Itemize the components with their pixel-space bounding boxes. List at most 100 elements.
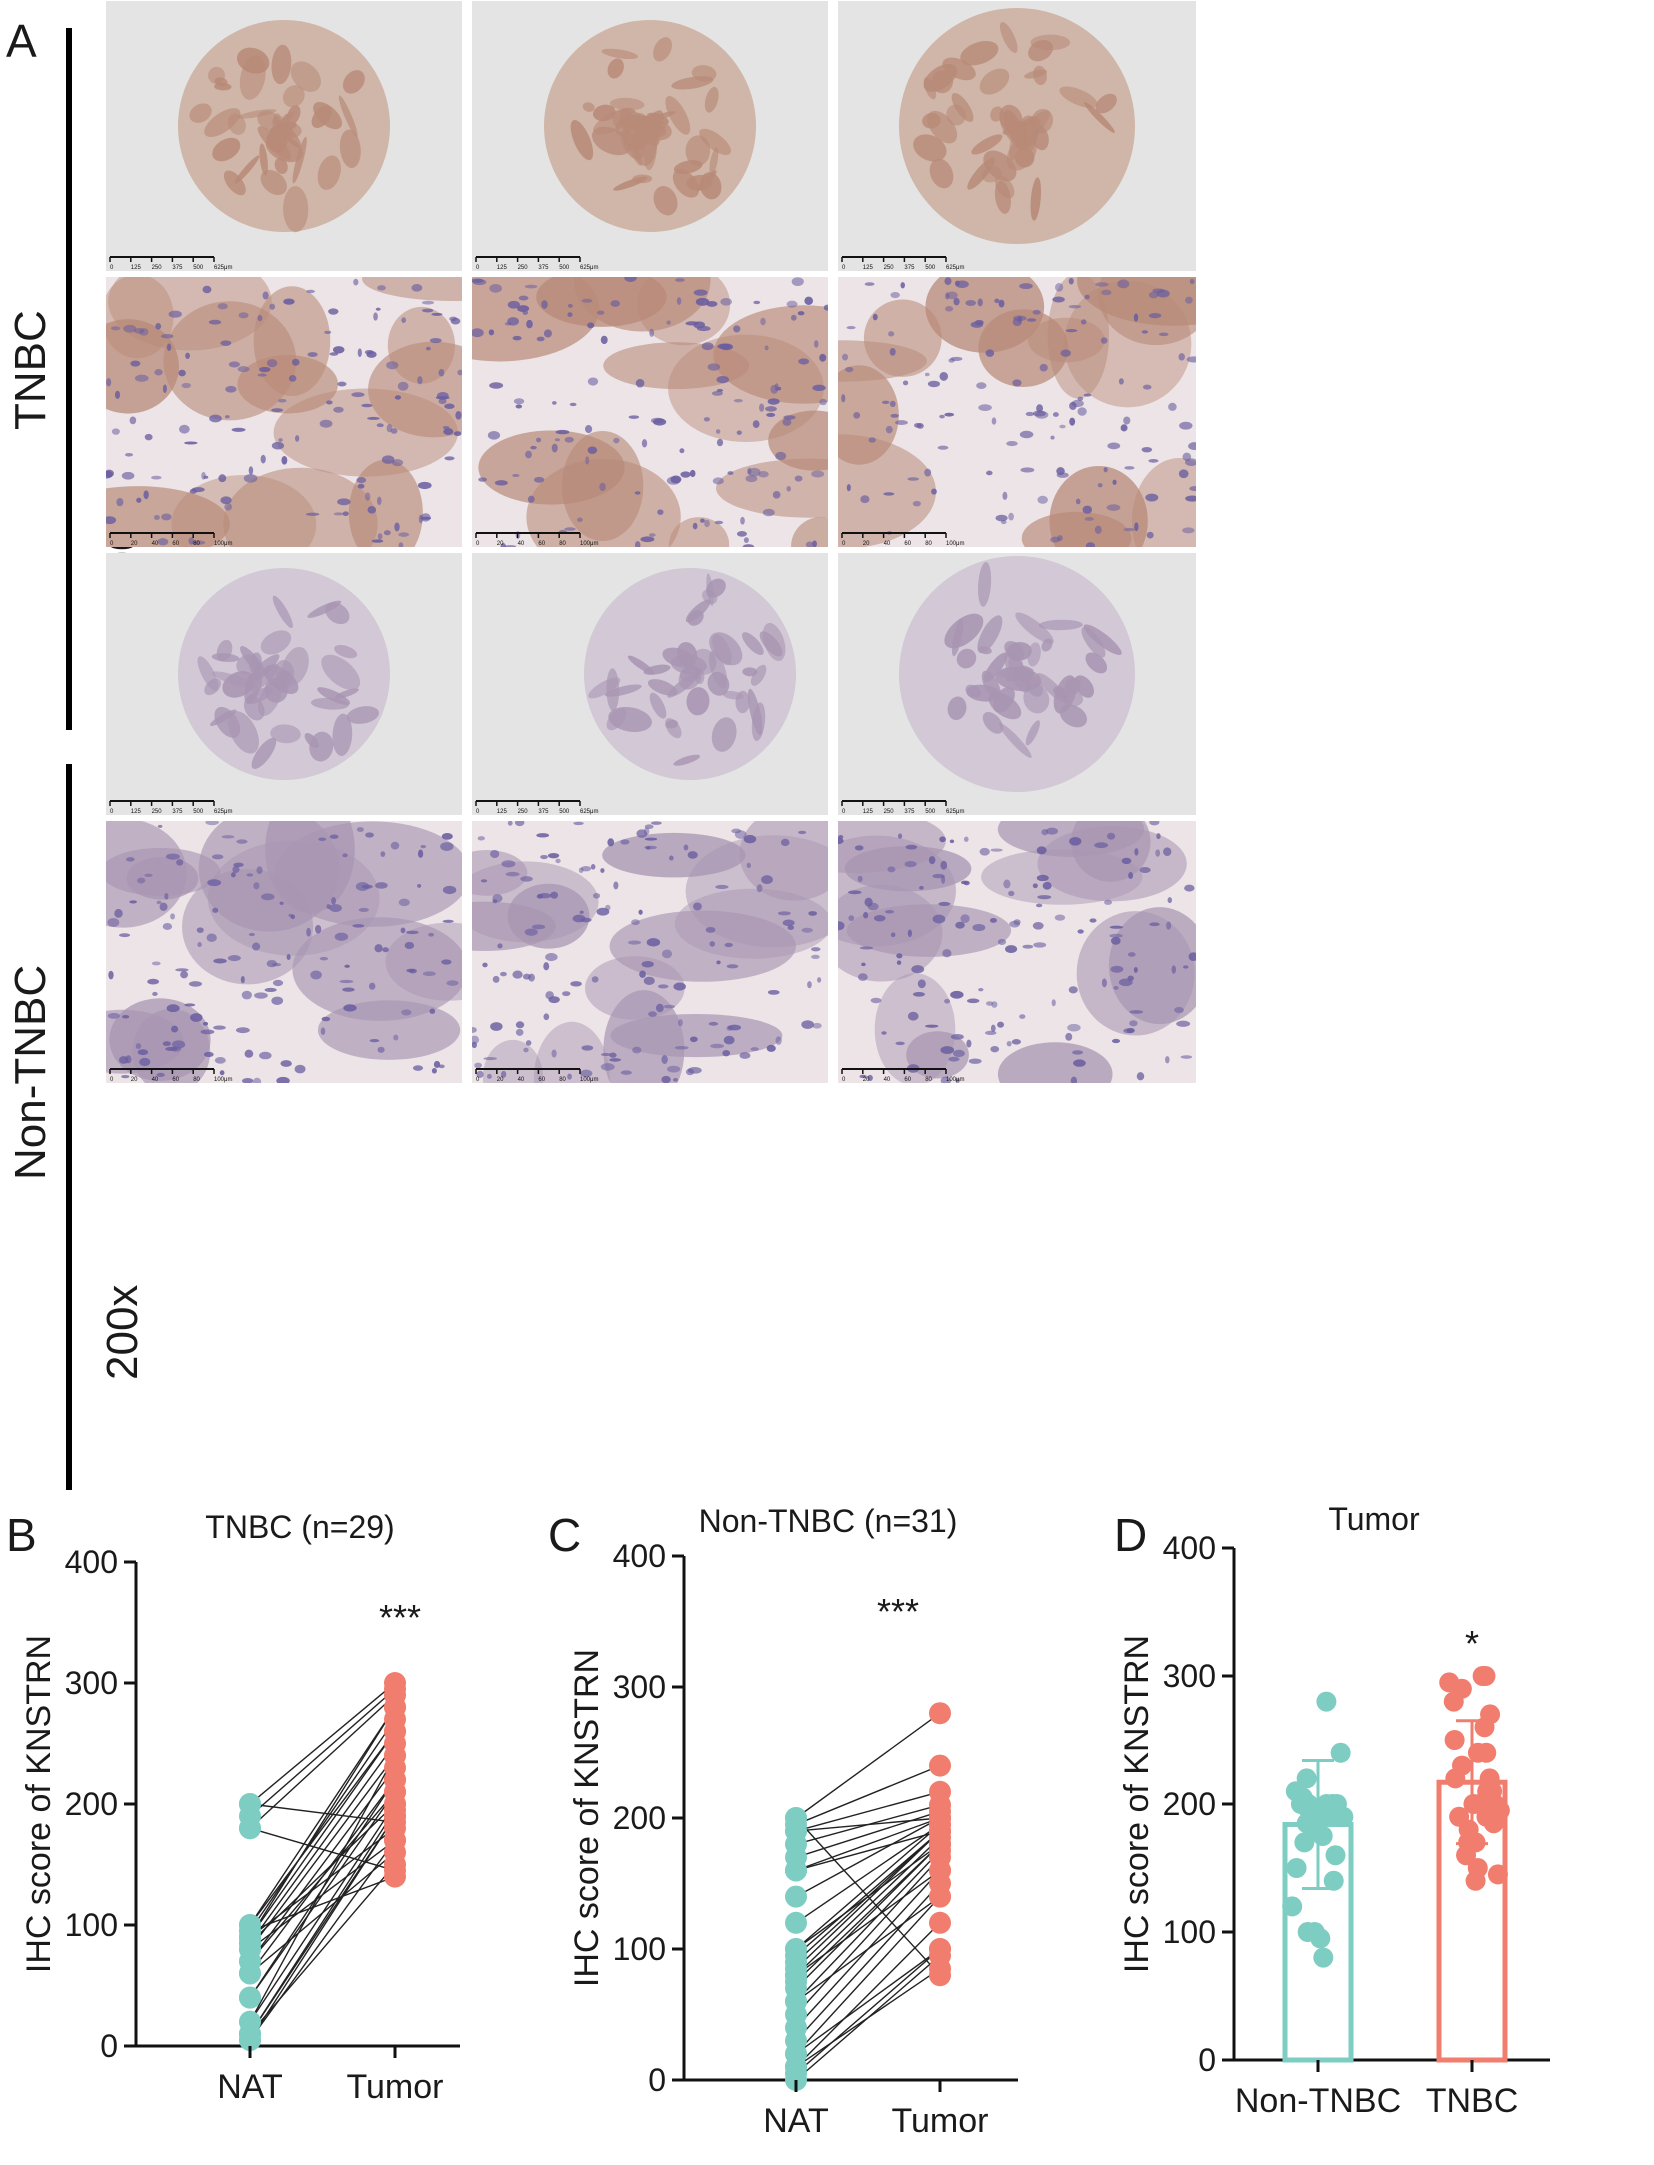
y-tick-label: 100 [65, 1907, 118, 1943]
pair-line [249, 1718, 396, 1932]
micrograph-non-tnbc-200x-3: 0 20 40 60 80 100μm [838, 821, 1196, 1083]
scale-tick-label: 60 [904, 1077, 911, 1083]
scale-tick-label: 375 [904, 265, 915, 271]
scale-bar: 0 125 250 375 500 625μm [475, 800, 598, 815]
data-point [1330, 1742, 1351, 1763]
scale-tick-label: 0 [842, 809, 846, 815]
scale-tick-label: 500 [925, 809, 936, 815]
data-point [1326, 1794, 1347, 1814]
x-tick-label: Non-TNBC [1235, 2082, 1401, 2120]
tumor-point [384, 1696, 406, 1719]
scale-tick-label: 40 [152, 1077, 159, 1083]
y-tick-label: 100 [613, 1931, 666, 1967]
tumor-point [384, 1829, 406, 1852]
scale-tick-label: 80 [925, 541, 932, 547]
scale-tick-label: 125 [497, 265, 508, 271]
x-tick-label: NAT [763, 2102, 828, 2140]
scale-tick-label: 0 [476, 809, 480, 815]
scale-tick-label: 125 [863, 265, 874, 271]
scale-tick-label: 40 [884, 1077, 891, 1083]
data-point [1479, 1768, 1500, 1789]
x-tick-label: NAT [217, 2068, 282, 2106]
data-point [1310, 1928, 1331, 1949]
pair-line [249, 1839, 396, 1950]
scale-tick-label: 500 [193, 809, 204, 815]
scale-tick-label: 250 [152, 809, 163, 815]
pair-line [795, 1948, 941, 2074]
micrograph-tnbc-40x-1: 0 125 250 375 500 625μm [106, 1, 462, 271]
scale-tick-label: 100μm [946, 541, 964, 547]
scale-tick-label: 500 [559, 265, 570, 271]
scale-bar: 0 125 250 375 500 625μm [109, 256, 232, 271]
tumor-point [929, 1911, 951, 1934]
nat-point [785, 2055, 807, 2078]
scale-tick-label: 60 [172, 541, 179, 547]
data-point [1483, 1813, 1504, 1834]
significance-marker: *** [877, 1591, 919, 1632]
scale-tick-label: 20 [497, 541, 504, 547]
y-tick-label: 200 [613, 1800, 666, 1836]
scale-tick-label: 100μm [580, 541, 598, 547]
scale-tick-label: 375 [538, 265, 549, 271]
scale-tick-label: 80 [193, 1077, 200, 1083]
scale-tick-label: 375 [538, 809, 549, 815]
tumor-point [929, 1833, 951, 1856]
pair-line [795, 1843, 941, 1950]
pair-line [249, 1730, 396, 1926]
chart-c-non-tnbc-paired: 0 100 200 300 400 IHC score of KNSTRN Non-TNBC… [548, 1500, 1108, 2160]
scale-tick-label: 250 [518, 809, 529, 815]
data-point [1443, 1691, 1464, 1712]
scale-tick-label: 375 [172, 265, 183, 271]
scale-tick-label: 0 [842, 1077, 846, 1083]
pair-line [249, 1755, 396, 1950]
non-tnbc-group-bar [66, 764, 72, 1490]
nat-point [239, 2028, 261, 2051]
chart-title: TNBC (n=29) [205, 1509, 394, 1545]
scale-bar: 0 125 250 375 500 625μm [109, 800, 232, 815]
scale-tick-label: 0 [842, 541, 846, 547]
pair-line [795, 1922, 941, 2068]
chart-d-tumor-bar: 0 100 200 300 400 IHC score of KNSTRN Tumor Non… [1110, 1500, 1654, 2160]
scale-bar: 0 20 40 60 80 100μm [841, 532, 964, 547]
scale-tick-label: 250 [152, 265, 163, 271]
tumor-point [929, 1702, 951, 1725]
scale-tick-label: 0 [842, 265, 846, 271]
panel-letter-d: D [1114, 1509, 1148, 1561]
pair-line [795, 1843, 941, 1983]
scale-tick-label: 0 [476, 265, 480, 271]
y-tick-label: 300 [65, 1665, 118, 1701]
scale-bar: 0 125 250 375 500 625μm [841, 800, 964, 815]
scale-tick-label: 40 [518, 1077, 525, 1083]
data-point [1313, 1947, 1334, 1968]
pair-line [249, 1827, 396, 1872]
pair-line [249, 1688, 396, 1817]
scale-tick-label: 375 [904, 809, 915, 815]
micrograph-tnbc-200x-2: 0 20 40 60 80 100μm [472, 277, 828, 547]
group-label-non-tnbc: Non-TNBC [6, 964, 55, 1180]
pair-line [795, 1830, 941, 1957]
scale-tick-label: 80 [193, 541, 200, 547]
pair-line [249, 1875, 396, 1932]
tumor-point [929, 1957, 951, 1980]
pair-line [249, 1730, 396, 1938]
pair-line [249, 1706, 396, 1938]
nat-point [785, 1964, 807, 1987]
scale-tick-label: 625μm [214, 265, 232, 271]
scale-bar: 0 125 250 375 500 625μm [841, 256, 964, 271]
scale-tick-label: 60 [538, 1077, 545, 1083]
data-point [1294, 1832, 1315, 1853]
tumor-point [929, 1885, 951, 1908]
chart-title: Non-TNBC (n=31) [699, 1503, 958, 1539]
scale-tick-label: 250 [884, 265, 895, 271]
scale-tick-label: 60 [538, 541, 545, 547]
scale-tick-label: 0 [110, 809, 114, 815]
scale-tick-label: 100μm [946, 1077, 964, 1083]
pair-line [795, 1823, 941, 1924]
x-tick-label: Tumor [347, 2068, 444, 2106]
panel-letter-a: A [6, 15, 37, 67]
scale-bar: 0 125 250 375 500 625μm [475, 256, 598, 271]
pair-line [249, 1815, 396, 2035]
scale-tick-label: 625μm [946, 809, 964, 815]
data-point [1444, 1730, 1465, 1750]
scale-tick-label: 0 [110, 541, 114, 547]
